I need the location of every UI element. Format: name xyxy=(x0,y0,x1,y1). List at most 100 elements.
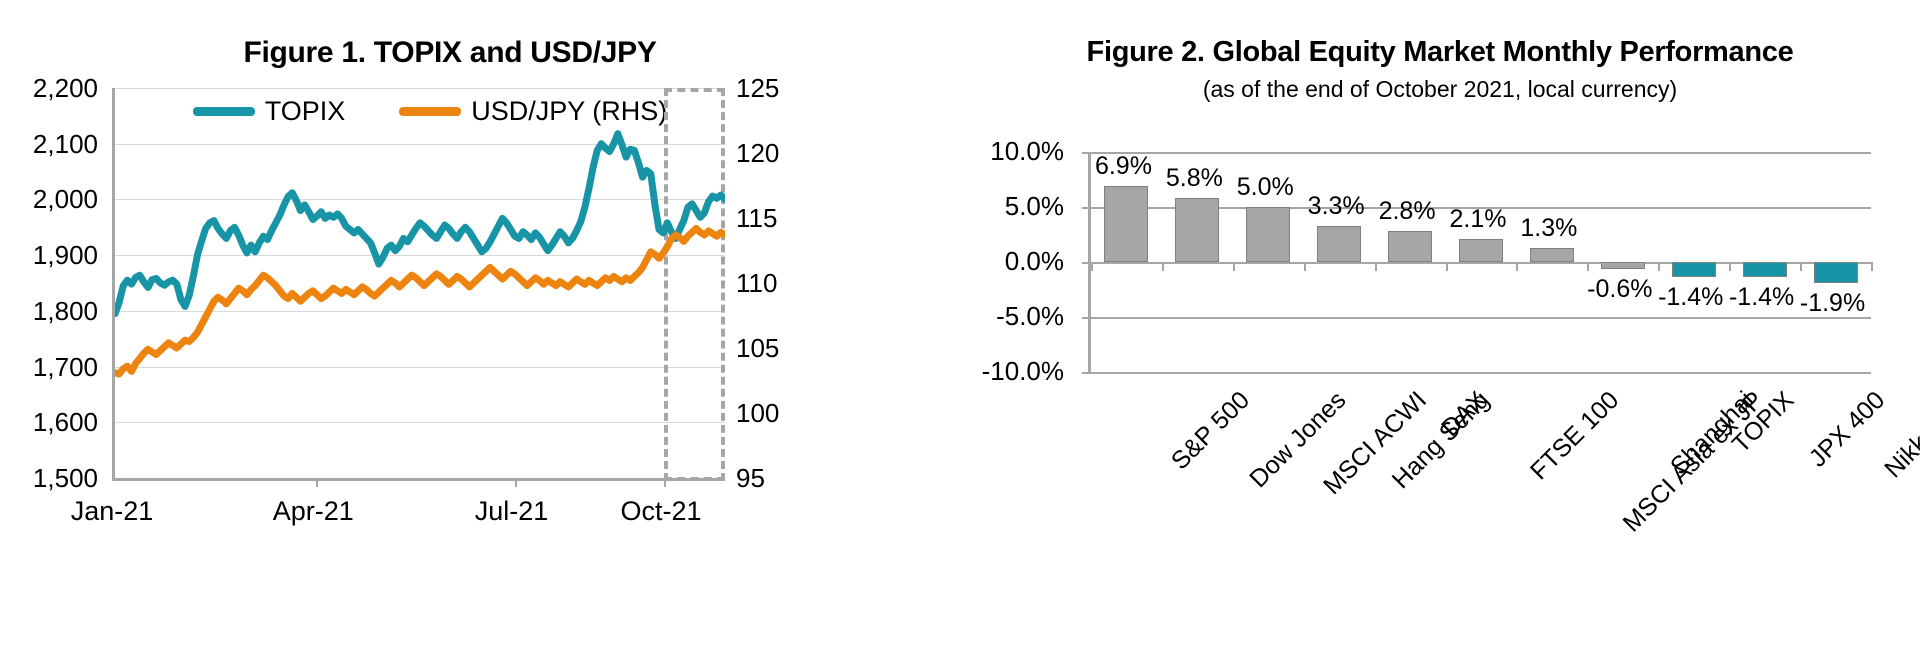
legend-item-1[interactable]: USD/JPY (RHS) xyxy=(399,96,667,127)
bar-value-label: 1.3% xyxy=(1520,213,1578,242)
legend-swatch-icon xyxy=(399,107,462,116)
x-tick xyxy=(514,478,517,487)
legend-swatch-icon xyxy=(192,107,255,116)
x-tick xyxy=(1374,262,1377,271)
gridline xyxy=(1091,317,1871,319)
category-label-s-p-500: S&P 500 xyxy=(1166,386,1256,476)
bar-msci-acwi[interactable] xyxy=(1246,207,1291,262)
gridline xyxy=(1091,207,1871,209)
figure-1-plot-area xyxy=(112,88,725,487)
gridline xyxy=(115,255,725,257)
y-tick xyxy=(1082,317,1091,319)
x-tick xyxy=(1800,262,1803,271)
figure-1-x-tick-label: Apr-21 xyxy=(272,496,354,526)
y-tick xyxy=(1082,207,1091,209)
series-line-topix xyxy=(115,130,725,318)
gridline xyxy=(1091,372,1871,374)
figure-1-left-tick-label: 1,800 xyxy=(32,295,98,326)
x-tick xyxy=(1091,262,1093,271)
bar-topix[interactable] xyxy=(1671,262,1716,278)
figure-1-right-tick-label: 105 xyxy=(736,333,780,363)
figure-1-left-tick-label: 2,000 xyxy=(32,184,98,215)
figure-2-y-tick-label: 5.0% xyxy=(1004,191,1064,221)
bar-value-label: 5.0% xyxy=(1236,173,1294,201)
x-tick xyxy=(1516,262,1519,271)
figure-1-right-tick-label: 95 xyxy=(736,463,765,493)
series-line-usd-jpy-rhs- xyxy=(115,224,725,378)
bar-value-label: 3.3% xyxy=(1307,191,1365,220)
gridline xyxy=(115,366,725,368)
bar-dax[interactable] xyxy=(1388,231,1433,262)
figure-2-subtitle: (as of the end of October 2021, local cu… xyxy=(1202,76,1678,102)
x-tick xyxy=(1658,262,1661,271)
x-tick xyxy=(1161,262,1164,271)
x-tick xyxy=(664,478,666,487)
legend-item-0[interactable]: TOPIX xyxy=(192,96,346,127)
figure-2-title: Figure 2. Global Equity Market Monthly P… xyxy=(1086,36,1794,68)
gridline xyxy=(115,310,725,312)
figure-2-y-tick-label: 10.0% xyxy=(990,136,1064,166)
x-tick xyxy=(1232,262,1235,271)
gridline xyxy=(115,88,725,89)
bar-value-label: 6.9% xyxy=(1094,152,1152,181)
bar-value-label: 2.8% xyxy=(1378,197,1436,226)
figure-2-y-tick-label: 0.0% xyxy=(1004,246,1064,276)
figure-1-right-tick-label: 120 xyxy=(736,138,780,168)
figure-1-series-lines xyxy=(115,130,725,378)
figure-1-x-tick-label: Jan-21 xyxy=(70,496,154,526)
figure-1-right-tick-label: 110 xyxy=(736,268,778,298)
figure-1-right-tick-label: 115 xyxy=(736,203,778,233)
category-label-ftse-100: FTSE 100 xyxy=(1524,386,1625,486)
bar-hang-seng[interactable] xyxy=(1317,225,1362,262)
gridline xyxy=(1091,262,1871,264)
bar-value-label: 5.8% xyxy=(1165,164,1223,193)
bar-dow-jones[interactable] xyxy=(1175,198,1220,262)
figure-1-left-tick-label: 1,700 xyxy=(32,351,98,382)
bar-nikkei225[interactable] xyxy=(1813,262,1858,283)
figure-1-left-tick-label: 1,900 xyxy=(32,240,98,271)
gridline xyxy=(115,143,725,145)
x-tick xyxy=(1587,262,1590,271)
legend-label: USD/JPY (RHS) xyxy=(471,96,668,126)
bar-value-label: -1.4% xyxy=(1658,283,1724,312)
figure-1-x-tick-label: Jul-21 xyxy=(474,496,549,526)
bar-ftse-100[interactable] xyxy=(1459,238,1503,262)
x-tick xyxy=(1729,262,1732,271)
x-tick xyxy=(1303,262,1306,271)
figure-1-title: Figure 1. TOPIX and USD/JPY xyxy=(243,36,657,69)
y-tick xyxy=(1082,372,1091,374)
legend-label: TOPIX xyxy=(264,96,346,126)
gridline xyxy=(115,199,725,201)
bar-value-label: -1.4% xyxy=(1728,283,1795,312)
figure-1-panel: Figure 1. TOPIX and USD/JPY TOPIX USD/JPY… xyxy=(32,36,780,526)
figure-1-left-tick-label: 1,600 xyxy=(32,407,98,438)
figure-2-plot-area xyxy=(1082,152,1873,374)
gridline xyxy=(115,422,725,424)
bar-msci-asia-ex-jp[interactable] xyxy=(1529,247,1574,262)
figure-1-right-tick-label: 125 xyxy=(736,73,780,103)
figure-1-right-tick-label: 100 xyxy=(736,398,780,428)
bar-shanghai[interactable] xyxy=(1600,262,1645,269)
october-highlight-box xyxy=(664,88,725,481)
figure-1-x-tick-label: Oct-21 xyxy=(620,496,702,526)
figure-1-left-tick-label: 2,100 xyxy=(32,128,98,159)
gridline xyxy=(1091,152,1871,154)
y-tick xyxy=(1082,262,1091,264)
bar-value-label: -1.9% xyxy=(1799,288,1866,317)
bar-s-p-500[interactable] xyxy=(1104,186,1149,262)
x-tick xyxy=(1445,262,1448,271)
category-label-jpx-400: JPX 400 xyxy=(1803,386,1890,473)
x-tick xyxy=(316,478,319,487)
figure-2-y-tick-label: -10.0% xyxy=(981,356,1064,386)
bar-value-label: 2.1% xyxy=(1449,204,1507,233)
x-tick xyxy=(1871,262,1873,271)
figure-2-panel: Figure 2. Global Equity Market Monthly P… xyxy=(960,0,1920,667)
figure-2-y-tick-label: -5.0% xyxy=(996,301,1064,331)
bar-jpx-400[interactable] xyxy=(1742,262,1787,278)
y-tick xyxy=(1082,152,1091,154)
figure-1-left-tick-label: 1,500 xyxy=(32,463,98,493)
figure-1-legend: TOPIX USD/JPY (RHS) xyxy=(130,96,730,127)
figure-1-left-tick-label: 2,200 xyxy=(32,73,98,103)
bar-value-label: -0.6% xyxy=(1587,274,1653,303)
